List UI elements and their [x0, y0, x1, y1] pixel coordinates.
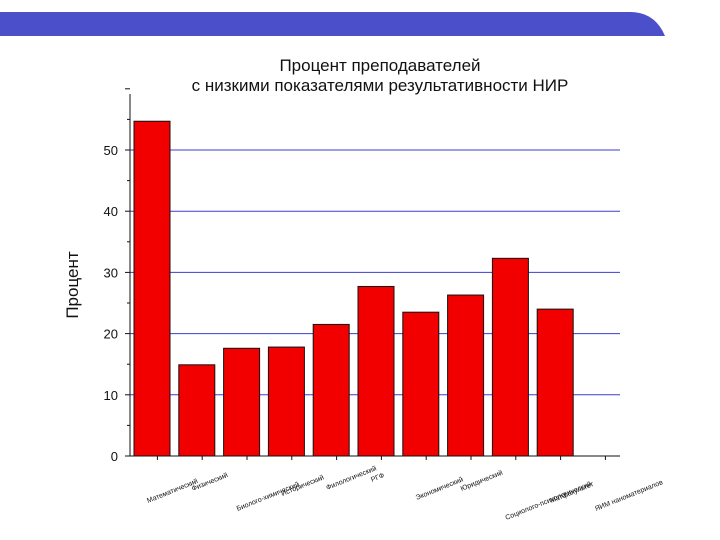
- y-tick-label: 30: [104, 265, 118, 280]
- bar: [133, 120, 171, 457]
- top-banner: [0, 12, 665, 36]
- x-tick-label: ЯИМ наноматериалов: [594, 479, 664, 513]
- y-axis-label: Процент: [63, 251, 82, 319]
- bar: [402, 311, 440, 457]
- x-tick-label: Математический: [146, 477, 199, 505]
- bar: [312, 323, 350, 457]
- chart-title: Процент преподавателей с низкими показат…: [130, 56, 630, 96]
- chart-title-line-2: с низкими показателями результативности …: [191, 76, 569, 95]
- bar: [267, 346, 305, 457]
- bar: [178, 364, 216, 457]
- bar: [536, 308, 574, 457]
- y-tick-label: 0: [111, 449, 118, 464]
- x-tick-label: Юридический: [459, 469, 504, 493]
- x-tick-label: Экономический: [415, 475, 465, 501]
- bar: [223, 347, 261, 457]
- x-tick-label: Матфакультет: [549, 481, 595, 505]
- bar: [357, 285, 395, 457]
- y-tick-label: 10: [104, 388, 118, 403]
- bar: [447, 294, 485, 457]
- y-tick-label: 40: [104, 204, 118, 219]
- y-tick-label: 50: [104, 143, 118, 158]
- bar: [491, 257, 529, 457]
- x-tick-label: РГФ: [370, 472, 385, 484]
- y-tick-label: 20: [104, 327, 118, 342]
- chart-title-line-1: Процент преподавателей: [279, 56, 481, 75]
- x-tick-label: Биолого-химический: [235, 480, 300, 513]
